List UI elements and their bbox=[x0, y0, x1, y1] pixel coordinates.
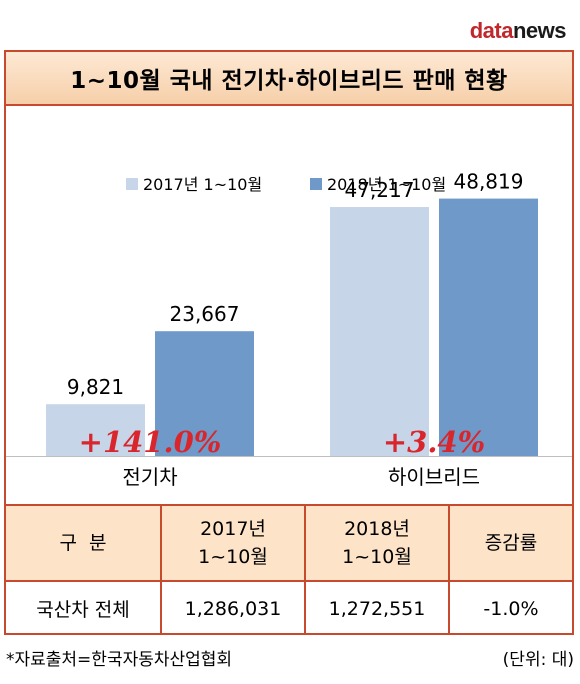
legend-swatch bbox=[126, 178, 138, 190]
legend-label: 2018년 1~10월 bbox=[327, 175, 446, 194]
cell-2017: 1,286,031 bbox=[160, 580, 306, 635]
table-header-row: 구 분 2017년 1~10월 2018년 1~10월 증감률 bbox=[6, 504, 572, 582]
header-2017: 2017년 1~10월 bbox=[160, 504, 306, 582]
legend-swatch bbox=[310, 178, 322, 190]
data-label: 23,667 bbox=[170, 302, 240, 326]
bar-chart: 2017년 1~10월 2018년 1~10월 9,821 23,667 +141.0%… bbox=[6, 170, 572, 489]
data-label: 9,821 bbox=[67, 375, 124, 399]
table-row: 국산차 전체 1,286,031 1,272,551 -1.0% bbox=[6, 580, 572, 635]
chart-title: 1~10월 국내 전기차·하이브리드 판매 현황 bbox=[6, 52, 572, 106]
header-change-rate: 증감률 bbox=[448, 504, 572, 582]
legend-label: 2017년 1~10월 bbox=[143, 175, 262, 194]
data-label: 48,819 bbox=[454, 170, 524, 194]
category-tick-label: 전기차 bbox=[122, 465, 177, 489]
cell-2018: 1,272,551 bbox=[304, 580, 450, 635]
datanews-logo: data news bbox=[469, 18, 567, 44]
bar bbox=[330, 207, 429, 456]
header-category: 구 분 bbox=[6, 504, 162, 582]
logo-part-news: news bbox=[512, 18, 567, 43]
summary-table: 구 분 2017년 1~10월 2018년 1~10월 증감률 국산차 전체 1… bbox=[6, 504, 572, 635]
cell-category: 국산차 전체 bbox=[6, 580, 162, 635]
data-label: 47,217 bbox=[345, 178, 415, 202]
unit-note: (단위: 대) bbox=[502, 650, 574, 670]
bar bbox=[155, 331, 254, 456]
growth-rate-label: +141.0% bbox=[79, 425, 222, 459]
infographic-frame: 1~10월 국내 전기차·하이브리드 판매 현황 2017년 1~10월 2018… bbox=[4, 50, 574, 635]
category-tick-label: 하이브리드 bbox=[388, 465, 480, 489]
logo-part-data: data bbox=[469, 18, 514, 43]
bar bbox=[439, 198, 538, 456]
footer: *자료출처=한국자동차산업협회 (단위: 대) bbox=[6, 645, 574, 670]
bar bbox=[46, 404, 145, 456]
source-note: *자료출처=한국자동차산업협회 bbox=[6, 650, 233, 670]
growth-rate-label: +3.4% bbox=[383, 425, 485, 459]
header-2018: 2018년 1~10월 bbox=[304, 504, 450, 582]
cell-change-rate: -1.0% bbox=[448, 580, 572, 635]
